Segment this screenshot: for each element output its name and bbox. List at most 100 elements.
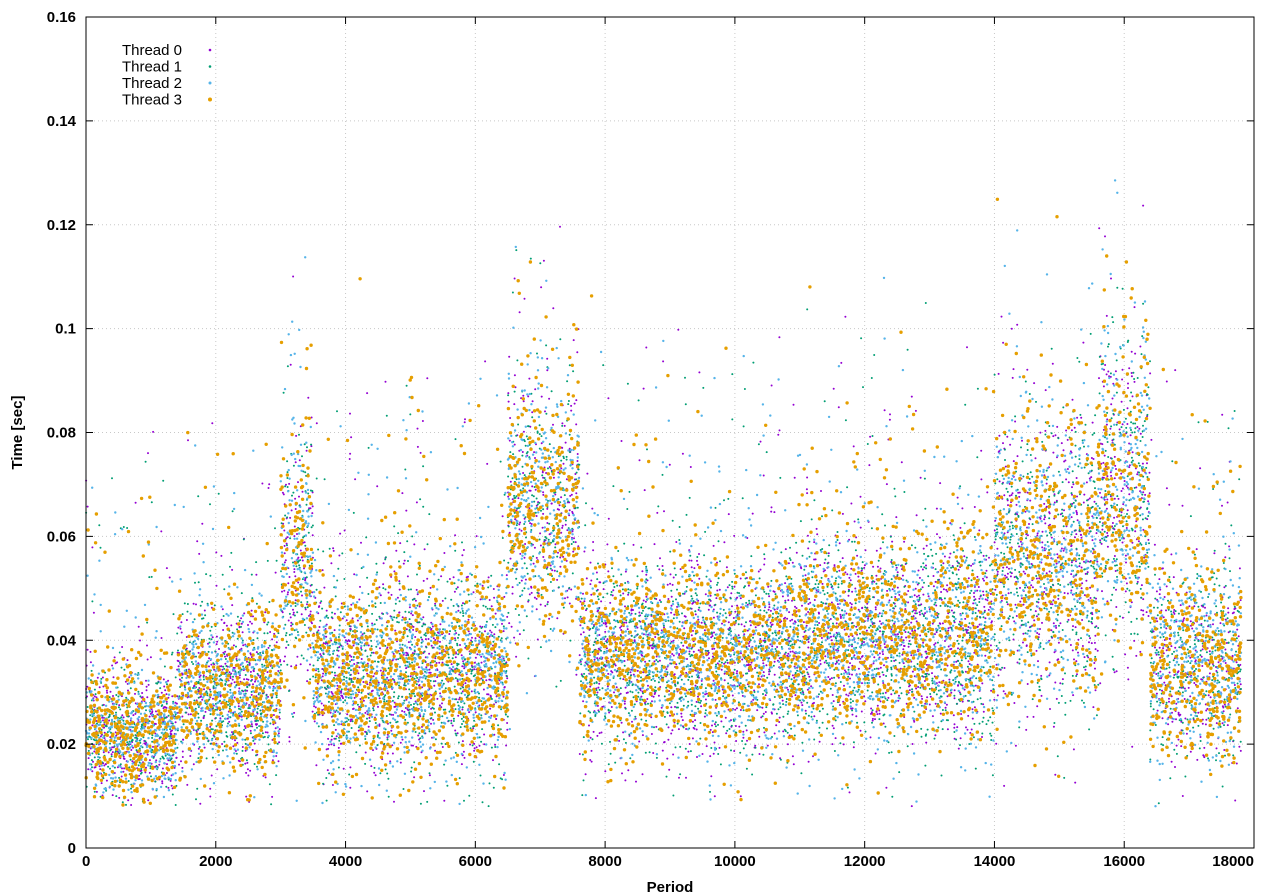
- data-point: [841, 512, 844, 515]
- data-point: [457, 609, 460, 612]
- data-point: [772, 664, 775, 667]
- data-point: [396, 596, 399, 599]
- data-point: [501, 515, 504, 518]
- data-point: [1091, 539, 1094, 542]
- data-point: [870, 707, 873, 710]
- data-point: [333, 629, 336, 632]
- data-point: [1026, 683, 1029, 685]
- data-point: [385, 715, 388, 717]
- data-point: [1153, 543, 1156, 546]
- data-point: [1054, 434, 1057, 437]
- data-point: [1120, 400, 1123, 403]
- data-point: [1165, 627, 1168, 630]
- data-point: [1065, 429, 1068, 432]
- data-point: [1175, 744, 1178, 747]
- data-point: [692, 629, 694, 632]
- data-point: [1102, 385, 1105, 388]
- data-point: [895, 516, 898, 519]
- data-point: [293, 535, 296, 538]
- data-point: [1003, 667, 1006, 669]
- data-point: [1026, 368, 1029, 371]
- data-point: [217, 492, 220, 495]
- data-point: [1086, 571, 1089, 574]
- data-point: [170, 653, 173, 656]
- data-point: [725, 566, 728, 569]
- data-point: [874, 718, 876, 721]
- data-point: [256, 726, 258, 729]
- data-point: [1147, 615, 1150, 617]
- data-point: [1008, 567, 1010, 570]
- data-point: [608, 711, 611, 714]
- data-point: [395, 549, 398, 552]
- data-point: [233, 681, 236, 684]
- data-point: [327, 737, 330, 740]
- data-point: [534, 388, 537, 391]
- data-point: [162, 678, 165, 681]
- data-point: [719, 560, 721, 563]
- data-point: [1196, 758, 1199, 761]
- data-point: [1107, 370, 1110, 373]
- data-point: [561, 524, 564, 527]
- data-point: [903, 540, 906, 543]
- data-point: [719, 763, 722, 766]
- data-point: [915, 687, 918, 690]
- data-point: [428, 774, 431, 777]
- data-point: [333, 612, 336, 615]
- data-point: [963, 555, 966, 558]
- data-point: [189, 755, 192, 757]
- data-point: [480, 714, 483, 717]
- data-point: [418, 684, 421, 686]
- data-point: [1149, 372, 1152, 375]
- data-point: [1113, 497, 1116, 500]
- data-point: [362, 699, 365, 702]
- data-point: [481, 584, 484, 587]
- data-point: [688, 650, 691, 653]
- data-point: [93, 695, 96, 698]
- data-point: [387, 591, 390, 594]
- data-point: [773, 511, 776, 514]
- data-point: [645, 573, 648, 576]
- data-point: [1168, 671, 1171, 674]
- data-point: [559, 225, 561, 228]
- data-point: [272, 714, 275, 716]
- data-point: [819, 564, 822, 567]
- data-point: [118, 704, 121, 707]
- data-point: [243, 612, 246, 615]
- data-point: [879, 567, 882, 570]
- data-point: [647, 684, 649, 687]
- data-point: [703, 629, 706, 632]
- grid: [85, 16, 1255, 849]
- data-point: [201, 698, 204, 701]
- data-point: [401, 492, 404, 495]
- data-point: [226, 735, 229, 738]
- data-point: [1104, 490, 1107, 492]
- data-point: [922, 547, 925, 550]
- data-point: [984, 654, 987, 657]
- data-point: [252, 639, 255, 641]
- data-point: [1024, 572, 1027, 575]
- data-point: [1142, 598, 1145, 601]
- data-point: [697, 695, 699, 698]
- data-point: [379, 647, 381, 650]
- data-point: [1009, 443, 1012, 446]
- data-point: [486, 693, 489, 696]
- data-point: [947, 629, 950, 632]
- data-point: [1080, 587, 1083, 590]
- data-point: [704, 593, 707, 596]
- data-point: [1037, 598, 1040, 601]
- data-point: [834, 737, 837, 740]
- data-point: [945, 703, 948, 706]
- data-point: [343, 605, 346, 608]
- data-point: [1174, 766, 1176, 768]
- data-point: [827, 676, 830, 678]
- data-point: [1121, 423, 1124, 426]
- data-point: [1124, 554, 1127, 557]
- data-point: [875, 710, 878, 713]
- data-point: [249, 670, 252, 673]
- data-point: [352, 708, 354, 710]
- data-point: [247, 678, 250, 681]
- data-point: [1052, 725, 1055, 728]
- data-point: [701, 753, 704, 755]
- data-point: [299, 663, 302, 666]
- data-point: [1225, 642, 1228, 644]
